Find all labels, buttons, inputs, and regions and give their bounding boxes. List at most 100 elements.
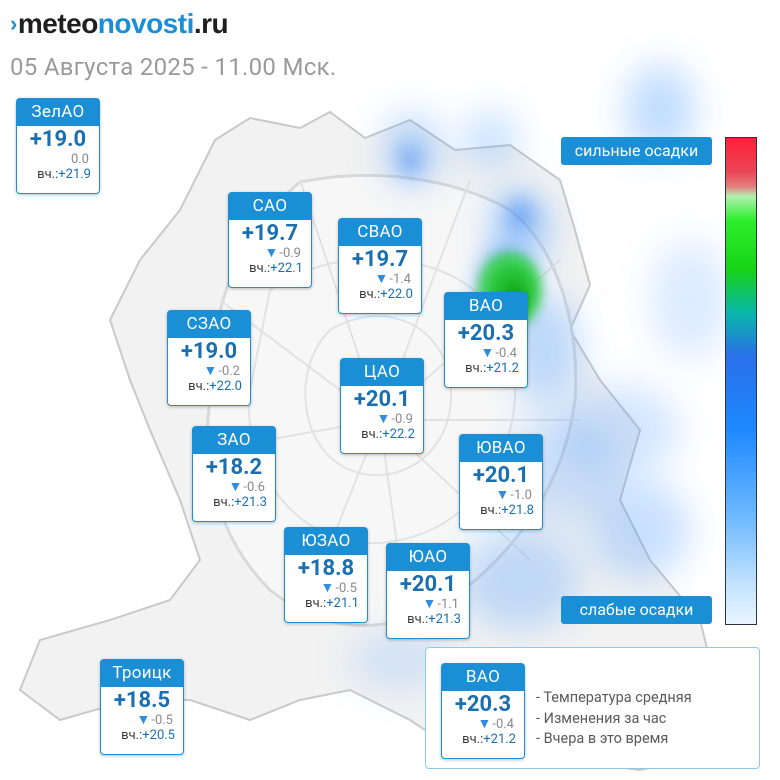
precip-color-scale xyxy=(725,137,757,625)
yesterday-label: вч.: xyxy=(188,379,210,394)
district-name: Троицк xyxy=(101,660,183,687)
hourly-change: ▼-1.1 xyxy=(387,596,469,613)
hourly-change: ▼-0.9 xyxy=(229,245,311,262)
change-value: -0.6 xyxy=(243,480,265,495)
yesterday-row: вч.:+20.5 xyxy=(101,728,183,744)
yesterday-value: +20.5 xyxy=(142,728,175,743)
district-name: ЗелАО xyxy=(17,99,99,126)
hourly-change: ▼-0.9 xyxy=(341,411,423,428)
legend-descriptions: - Температура средняя - Изменения за час… xyxy=(536,688,692,750)
logo-text-novosti: novosti xyxy=(97,8,195,39)
change-value: -1.4 xyxy=(389,272,411,287)
district-card-yuao: ЮАО +20.1 ▼-1.1 вч.:+21.3 xyxy=(386,543,470,639)
yesterday-value: +21.8 xyxy=(501,503,534,518)
yesterday-value: +21.3 xyxy=(428,612,461,627)
yesterday-label: вч.: xyxy=(462,732,484,747)
yesterday-value: +22.2 xyxy=(382,427,415,442)
yesterday-label: вч.: xyxy=(121,728,143,743)
logo-text-meteo: meteo xyxy=(17,8,98,39)
yesterday-value: +21.3 xyxy=(234,495,267,510)
yesterday-row: вч.:+21.8 xyxy=(460,503,542,519)
district-name: ЮАО xyxy=(387,544,469,571)
down-triangle-icon: ▼ xyxy=(136,712,151,728)
legend-panel: ВАО +20.3 ▼-0.4 вч.:+21.2 - Температура … xyxy=(425,647,760,769)
change-value: -0.9 xyxy=(391,412,413,427)
temperature: +19.7 xyxy=(351,247,409,272)
district-name: ЦАО xyxy=(341,359,423,386)
yesterday-row: вч.:+22.2 xyxy=(341,427,423,443)
hourly-change: ▼-1.0 xyxy=(460,487,542,504)
yesterday-label: вч.: xyxy=(359,287,381,302)
change-value: 0.0 xyxy=(70,152,89,167)
down-triangle-icon: ▼ xyxy=(477,716,492,732)
logo-text-domain: .ru xyxy=(193,8,229,39)
change-value: -0.9 xyxy=(279,246,301,261)
down-triangle-icon: ▼ xyxy=(228,479,243,495)
district-card-szao: СЗАО +19.0 ▼-0.2 вч.:+22.0 xyxy=(167,310,251,406)
yesterday-value: +21.2 xyxy=(486,361,519,376)
district-name: ЮЗАО xyxy=(285,528,367,555)
temperature: +19.0 xyxy=(180,339,238,364)
district-card-yuzao: ЮЗАО +18.8 ▼-0.5 вч.:+21.1 xyxy=(284,527,368,623)
down-triangle-icon: ▼ xyxy=(374,271,389,287)
yesterday-value: +21.2 xyxy=(483,732,516,747)
district-card-zao: ЗАО +18.2 ▼-0.6 вч.:+21.3 xyxy=(192,426,276,522)
hourly-change: ▼-0.4 xyxy=(445,345,527,362)
down-triangle-icon: ▼ xyxy=(320,580,335,596)
down-triangle-icon: ▼ xyxy=(495,487,510,503)
legend-line-change: - Изменения за час xyxy=(536,709,667,727)
yesterday-label: вч.: xyxy=(465,361,487,376)
legend-line-temperature: - Температура средняя xyxy=(536,689,692,706)
hourly-change: 0.0 xyxy=(17,152,99,167)
district-card-tsao: ЦАО +20.1 ▼-0.9 вч.:+22.2 xyxy=(340,358,424,454)
change-value: -0.4 xyxy=(495,346,517,361)
down-triangle-icon: ▼ xyxy=(480,345,495,361)
weak-precip-label: слабые осадки xyxy=(561,596,712,624)
yesterday-label: вч.: xyxy=(305,596,327,611)
district-name: ВАО xyxy=(445,293,527,320)
yesterday-row: вч.:+21.2 xyxy=(442,732,524,748)
temperature: +18.5 xyxy=(113,688,171,713)
district-name: СВАО xyxy=(339,219,421,246)
district-card-vao: ВАО +20.3 ▼-0.4 вч.:+21.2 xyxy=(444,292,528,388)
temperature: +20.3 xyxy=(454,692,512,717)
yesterday-row: вч.:+21.2 xyxy=(445,361,527,377)
temperature: +20.1 xyxy=(472,463,530,488)
change-value: -1.0 xyxy=(510,488,532,503)
district-card-svao: СВАО +19.7 ▼-1.4 вч.:+22.0 xyxy=(338,218,422,314)
district-name: ЮВАО xyxy=(460,435,542,462)
yesterday-label: вч.: xyxy=(249,261,271,276)
yesterday-label: вч.: xyxy=(213,495,235,510)
district-name: ЗАО xyxy=(193,427,275,454)
hourly-change: ▼-0.5 xyxy=(285,580,367,597)
date-time: 05 Августа 2025 - 11.00 Мск. xyxy=(10,53,337,81)
yesterday-label: вч.: xyxy=(407,612,429,627)
temperature: +19.0 xyxy=(29,127,87,152)
yesterday-value: +22.0 xyxy=(209,379,242,394)
yesterday-row: вч.:+21.1 xyxy=(285,596,367,612)
yesterday-row: вч.:+21.3 xyxy=(387,612,469,628)
yesterday-row: вч.:+22.1 xyxy=(229,261,311,277)
chevron-mark-icon: › xyxy=(10,11,17,36)
site-logo[interactable]: ›meteonovosti.ru xyxy=(10,6,229,42)
district-card-zelao: ЗелАО +19.0 0.0 вч.:+21.9 xyxy=(16,98,100,194)
district-card-yuvao: ЮВАО +20.1 ▼-1.0 вч.:+21.8 xyxy=(459,434,543,530)
down-triangle-icon: ▼ xyxy=(264,245,279,261)
down-triangle-icon: ▼ xyxy=(376,411,391,427)
yesterday-value: +21.9 xyxy=(58,167,91,182)
yesterday-value: +21.1 xyxy=(326,596,359,611)
legend-line-yesterday: - Вчера в это время xyxy=(536,730,669,747)
legend-sample-card: ВАО +20.3 ▼-0.4 вч.:+21.2 xyxy=(441,663,525,759)
temperature: +20.1 xyxy=(399,572,457,597)
yesterday-row: вч.:+21.3 xyxy=(193,495,275,511)
temperature: +19.7 xyxy=(241,221,299,246)
district-name: САО xyxy=(229,193,311,220)
temperature: +20.3 xyxy=(457,321,515,346)
down-triangle-icon: ▼ xyxy=(422,596,437,612)
yesterday-label: вч.: xyxy=(361,427,383,442)
change-value: -0.5 xyxy=(151,713,173,728)
yesterday-value: +22.1 xyxy=(270,261,303,276)
hourly-change: ▼-0.4 xyxy=(442,716,524,733)
district-card-sao: САО +19.7 ▼-0.9 вч.:+22.1 xyxy=(228,192,312,288)
yesterday-row: вч.:+21.9 xyxy=(17,167,99,183)
